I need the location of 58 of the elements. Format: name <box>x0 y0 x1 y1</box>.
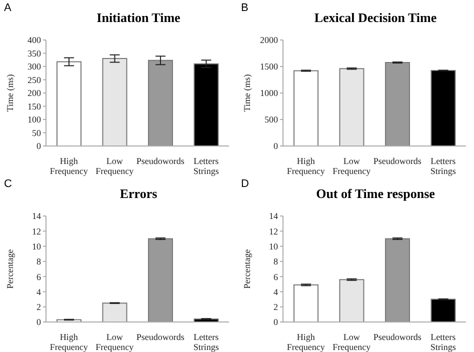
chart-title: Errors <box>118 186 158 202</box>
x-tick-label: Low Frequency <box>96 332 134 352</box>
y-tick-label: 100 <box>28 114 42 125</box>
x-tick-label: Letters Strings <box>193 332 220 352</box>
y-tick-label: 1000 <box>260 88 278 98</box>
y-tick-label: 400 <box>28 35 42 46</box>
x-tick-label: Pseudowords <box>136 156 185 166</box>
x-tick-label: Low Frequency <box>332 332 372 352</box>
chart-title: Lexical Decision Time <box>313 10 438 26</box>
y-tick-label: 14 <box>269 211 278 222</box>
y-axis-title: Percentage <box>242 249 252 289</box>
y-tick-label: 2 <box>36 302 41 312</box>
text: D <box>241 178 249 190</box>
y-tick-label: 10 <box>32 241 42 252</box>
y-tick-label: 0 <box>36 141 42 152</box>
x-tick-label: Low Frequency <box>96 156 134 176</box>
chart-title: Out of Time response <box>315 186 436 202</box>
y-tick-label: 1500 <box>260 62 278 72</box>
y-tick-label: 300 <box>28 62 42 72</box>
text: B <box>241 2 248 14</box>
y-axis-title: Percentage <box>5 249 16 289</box>
x-tick-label: High Frequency <box>286 156 326 176</box>
y-tick-label: 500 <box>264 114 278 125</box>
y-tick-label: 150 <box>28 101 42 112</box>
y-axis-title: Time (ms) <box>242 74 252 112</box>
y-tick-label: 12 <box>32 226 41 236</box>
y-tick-label: 4 <box>36 286 42 297</box>
x-tick-label: Letters Strings <box>430 332 456 352</box>
y-tick-label: 6 <box>36 272 42 282</box>
y-tick-label: 0 <box>274 141 278 152</box>
y-axis-title: Time (ms) <box>5 74 16 112</box>
y-tick-label: 200 <box>28 88 42 98</box>
y-tick-label: 8 <box>274 256 278 267</box>
y-tick-label: 0 <box>274 317 278 328</box>
text: C <box>4 178 12 190</box>
y-tick-label: 250 <box>28 74 42 85</box>
y-tick-label: 0 <box>36 317 42 328</box>
chart-title: Initiation Time <box>96 10 182 26</box>
x-tick-label: Low Frequency <box>332 156 372 176</box>
x-tick-label: Letters Strings <box>430 156 456 176</box>
x-tick-label: Pseudowords <box>373 332 422 342</box>
y-tick-label: 2 <box>274 302 278 312</box>
x-tick-label: Pseudowords <box>136 332 185 342</box>
y-tick-label: 12 <box>269 226 278 236</box>
y-tick-label: 50 <box>32 128 42 138</box>
x-tick-label: High Frequency <box>50 332 88 352</box>
y-tick-label: 10 <box>269 241 278 252</box>
x-tick-label: High Frequency <box>286 332 326 352</box>
y-tick-label: 6 <box>274 272 278 282</box>
y-tick-label: 350 <box>28 48 42 58</box>
x-tick-label: Letters Strings <box>193 156 220 176</box>
y-tick-label: 14 <box>32 211 42 222</box>
x-tick-label: Pseudowords <box>373 156 422 166</box>
x-tick-label: High Frequency <box>50 156 88 176</box>
y-tick-label: 4 <box>274 286 278 297</box>
y-tick-label: 2000 <box>260 35 278 46</box>
y-tick-label: 8 <box>36 256 42 267</box>
text: A <box>4 2 12 14</box>
